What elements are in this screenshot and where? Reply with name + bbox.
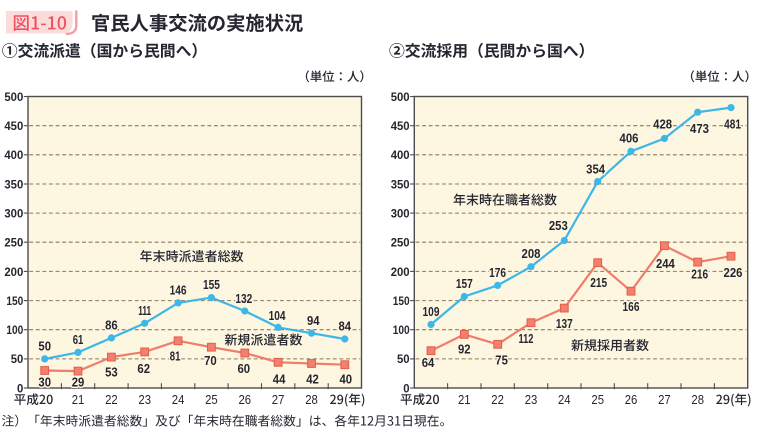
- svg-text:300: 300: [4, 207, 23, 221]
- svg-text:28: 28: [305, 392, 318, 407]
- svg-text:300: 300: [391, 207, 410, 221]
- svg-text:22: 22: [105, 392, 118, 407]
- svg-text:350: 350: [391, 177, 410, 191]
- svg-text:146: 146: [170, 282, 187, 297]
- svg-text:406: 406: [620, 131, 639, 146]
- svg-text:354: 354: [586, 161, 605, 176]
- svg-text:0: 0: [17, 381, 23, 395]
- svg-text:150: 150: [6, 294, 23, 308]
- svg-text:60: 60: [238, 361, 251, 376]
- svg-text:400: 400: [391, 148, 410, 162]
- svg-text:157: 157: [456, 276, 473, 291]
- svg-text:200: 200: [391, 265, 410, 279]
- svg-text:61: 61: [73, 332, 84, 347]
- svg-text:253: 253: [549, 218, 568, 233]
- svg-text:24: 24: [172, 392, 185, 407]
- svg-text:400: 400: [4, 148, 23, 162]
- svg-text:215: 215: [590, 275, 607, 290]
- svg-text:112: 112: [519, 331, 534, 346]
- svg-text:226: 226: [724, 265, 743, 280]
- svg-text:176: 176: [489, 265, 506, 280]
- svg-text:26: 26: [625, 392, 638, 407]
- svg-text:25: 25: [205, 392, 218, 407]
- svg-text:84: 84: [339, 319, 352, 334]
- svg-text:50: 50: [397, 352, 410, 366]
- svg-text:94: 94: [307, 313, 320, 328]
- svg-text:500: 500: [4, 90, 23, 104]
- svg-text:27: 27: [272, 392, 285, 407]
- svg-text:23: 23: [525, 392, 538, 407]
- svg-text:350: 350: [4, 177, 23, 191]
- svg-text:450: 450: [4, 119, 23, 133]
- svg-text:30: 30: [38, 375, 51, 390]
- svg-text:132: 132: [235, 291, 252, 306]
- svg-text:81: 81: [170, 348, 181, 363]
- svg-text:250: 250: [391, 236, 410, 250]
- svg-text:250: 250: [4, 236, 23, 250]
- svg-text:44: 44: [273, 371, 286, 386]
- svg-text:75: 75: [495, 352, 508, 367]
- svg-text:21: 21: [458, 392, 471, 407]
- svg-text:40: 40: [340, 372, 353, 387]
- svg-text:111: 111: [138, 303, 151, 318]
- svg-text:481: 481: [724, 116, 741, 131]
- svg-text:109: 109: [423, 304, 440, 319]
- svg-text:26: 26: [239, 392, 252, 407]
- svg-text:244: 244: [656, 256, 675, 271]
- svg-text:150: 150: [393, 294, 410, 308]
- svg-text:50: 50: [38, 338, 51, 353]
- svg-text:450: 450: [391, 119, 410, 133]
- svg-text:50: 50: [11, 352, 24, 366]
- svg-text:27: 27: [658, 392, 671, 407]
- svg-text:28: 28: [691, 392, 704, 407]
- svg-text:473: 473: [690, 121, 709, 136]
- svg-text:53: 53: [105, 365, 118, 380]
- svg-text:428: 428: [653, 117, 672, 132]
- svg-text:104: 104: [269, 308, 286, 323]
- svg-text:86: 86: [105, 317, 118, 332]
- svg-text:24: 24: [558, 392, 571, 407]
- svg-text:29: 29: [72, 375, 85, 390]
- svg-text:200: 200: [4, 265, 23, 279]
- svg-text:208: 208: [522, 246, 541, 261]
- svg-text:64: 64: [422, 355, 435, 370]
- svg-text:216: 216: [691, 266, 708, 281]
- svg-text:70: 70: [204, 353, 217, 368]
- svg-text:62: 62: [137, 361, 150, 376]
- svg-text:100: 100: [6, 323, 23, 337]
- svg-text:500: 500: [391, 90, 410, 104]
- svg-text:166: 166: [623, 299, 640, 314]
- svg-text:100: 100: [393, 323, 410, 337]
- svg-text:21: 21: [72, 392, 85, 407]
- svg-text:0: 0: [403, 381, 409, 395]
- svg-text:25: 25: [591, 392, 604, 407]
- svg-text:23: 23: [138, 392, 151, 407]
- svg-text:137: 137: [556, 316, 573, 331]
- svg-text:92: 92: [458, 342, 471, 357]
- svg-text:155: 155: [203, 277, 220, 292]
- svg-text:42: 42: [306, 372, 319, 387]
- svg-text:22: 22: [491, 392, 504, 407]
